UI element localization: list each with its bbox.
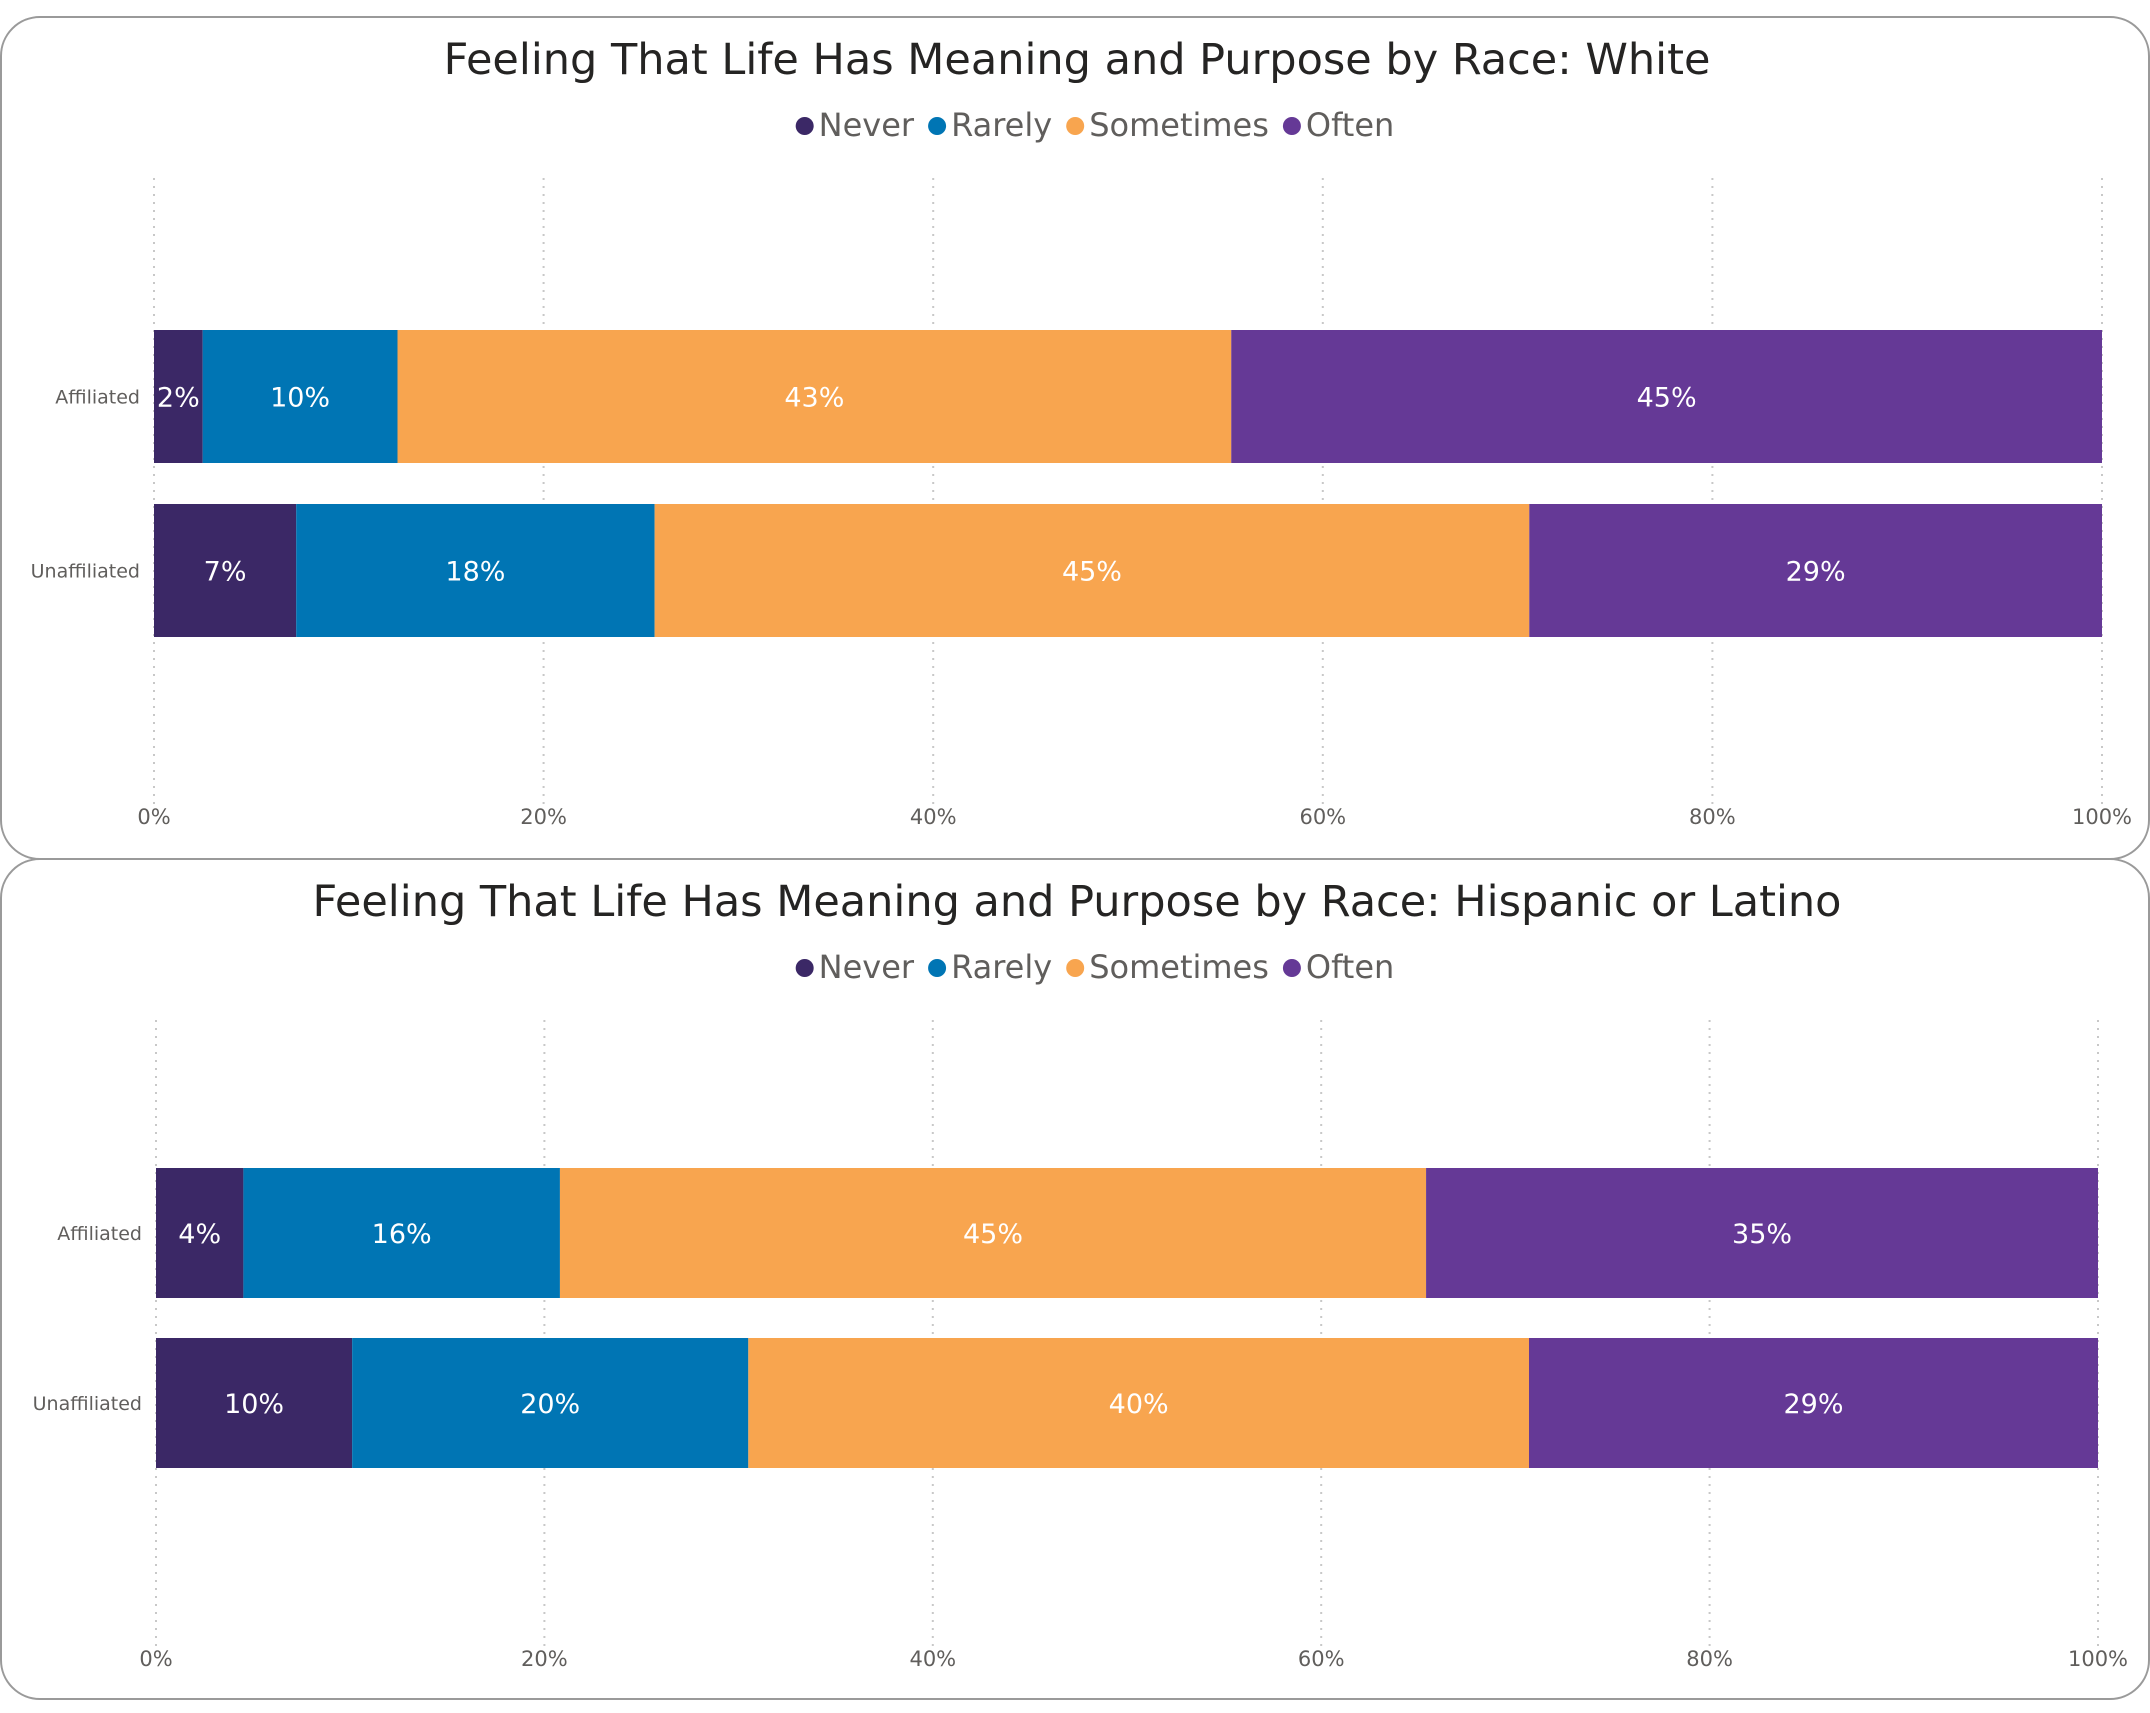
x-tick-label: 100% — [2068, 1647, 2128, 1671]
x-tick-label: 20% — [521, 1647, 568, 1671]
legend-marker-often — [1282, 959, 1301, 977]
legend-item-sometimes[interactable]: Sometimes — [1066, 106, 1269, 144]
category-label: Unaffiliated — [33, 1393, 142, 1415]
x-tick-label: 20% — [520, 805, 567, 829]
legend-label-never: Never — [819, 948, 915, 986]
x-tick-label: 80% — [1686, 1647, 1733, 1671]
data-label: 2% — [157, 383, 200, 414]
bar-segment-rarely-affiliated[interactable] — [202, 330, 398, 463]
data-label: 7% — [204, 557, 247, 588]
legend-marker-often — [1282, 117, 1301, 135]
legend-marker-never — [795, 117, 814, 135]
x-tick-label: 100% — [2072, 805, 2132, 829]
data-label: 16% — [372, 1219, 432, 1250]
data-label: 10% — [224, 1389, 284, 1420]
data-label: 20% — [520, 1389, 580, 1420]
bar-segment-often-affiliated[interactable] — [1231, 330, 2102, 463]
x-tick-label: 60% — [1299, 805, 1346, 829]
category-label: Affiliated — [57, 1223, 142, 1245]
chart-panel-hispanic: Feeling That Life Has Meaning and Purpos… — [0, 858, 2150, 1700]
bar-segment-sometimes-unaffiliated[interactable] — [748, 1338, 1529, 1468]
legend-label-never: Never — [819, 106, 915, 144]
data-label: 35% — [1732, 1219, 1792, 1250]
legend-label-sometimes: Sometimes — [1089, 106, 1269, 144]
bar-segment-never-affiliated[interactable] — [154, 330, 203, 463]
legend-marker-never — [795, 959, 814, 977]
chart-svg-white: Feeling That Life Has Meaning and Purpos… — [31, 35, 2132, 829]
bar-segment-never-affiliated[interactable] — [156, 1168, 244, 1298]
bar-segment-often-unaffiliated[interactable] — [1528, 1338, 2098, 1468]
bar-segment-sometimes-affiliated[interactable] — [559, 1168, 1427, 1298]
chart-panel-white: Feeling That Life Has Meaning and Purpos… — [0, 16, 2150, 860]
legend-item-never[interactable]: Never — [795, 948, 915, 986]
data-label: 40% — [1109, 1389, 1169, 1420]
legend-label-sometimes: Sometimes — [1089, 948, 1269, 986]
legend-marker-rarely — [928, 117, 947, 135]
data-label: 43% — [784, 383, 844, 414]
chart-svg-hispanic: Feeling That Life Has Meaning and Purpos… — [33, 877, 2128, 1671]
x-tick-label: 40% — [909, 1647, 956, 1671]
chart-title: Feeling That Life Has Meaning and Purpos… — [444, 35, 1711, 85]
legend-item-sometimes[interactable]: Sometimes — [1066, 948, 1269, 986]
data-label: 45% — [1637, 383, 1697, 414]
data-label: 45% — [963, 1219, 1023, 1250]
x-tick-label: 40% — [910, 805, 957, 829]
category-label: Affiliated — [55, 387, 140, 409]
legend-item-rarely[interactable]: Rarely — [928, 948, 1052, 986]
x-tick-label: 0% — [139, 1647, 172, 1671]
legend-item-never[interactable]: Never — [795, 106, 915, 144]
legend-label-rarely: Rarely — [951, 106, 1052, 144]
bar-segment-often-unaffiliated[interactable] — [1529, 504, 2102, 637]
x-tick-label: 60% — [1298, 1647, 1345, 1671]
legend-item-often[interactable]: Often — [1282, 106, 1394, 144]
bar-segment-never-unaffiliated[interactable] — [154, 504, 297, 637]
data-label: 29% — [1783, 1389, 1843, 1420]
bar-segment-rarely-unaffiliated[interactable] — [296, 504, 655, 637]
data-label: 29% — [1786, 557, 1846, 588]
bar-segment-rarely-affiliated[interactable] — [243, 1168, 560, 1298]
chart-title: Feeling That Life Has Meaning and Purpos… — [313, 877, 1842, 927]
legend-label-rarely: Rarely — [951, 948, 1052, 986]
x-tick-label: 80% — [1689, 805, 1736, 829]
legend: Never Rarely Sometimes Often — [795, 948, 1394, 986]
bar-segment-sometimes-unaffiliated[interactable] — [654, 504, 1530, 637]
bar-segment-often-affiliated[interactable] — [1426, 1168, 2098, 1298]
category-label: Unaffiliated — [31, 561, 140, 583]
bar-segment-rarely-unaffiliated[interactable] — [352, 1338, 749, 1468]
data-label: 4% — [178, 1219, 221, 1250]
bar-segment-never-unaffiliated[interactable] — [156, 1338, 353, 1468]
legend-label-often: Often — [1306, 106, 1394, 144]
legend: Never Rarely Sometimes Often — [795, 106, 1394, 144]
legend-item-often[interactable]: Often — [1282, 948, 1394, 986]
x-tick-label: 0% — [137, 805, 170, 829]
data-label: 45% — [1062, 557, 1122, 588]
data-label: 10% — [270, 383, 330, 414]
legend-marker-sometimes — [1066, 959, 1085, 977]
legend-marker-sometimes — [1066, 117, 1085, 135]
legend-marker-rarely — [928, 959, 947, 977]
bar-segment-sometimes-affiliated[interactable] — [397, 330, 1232, 463]
legend-label-often: Often — [1306, 948, 1394, 986]
legend-item-rarely[interactable]: Rarely — [928, 106, 1052, 144]
data-label: 18% — [445, 557, 505, 588]
